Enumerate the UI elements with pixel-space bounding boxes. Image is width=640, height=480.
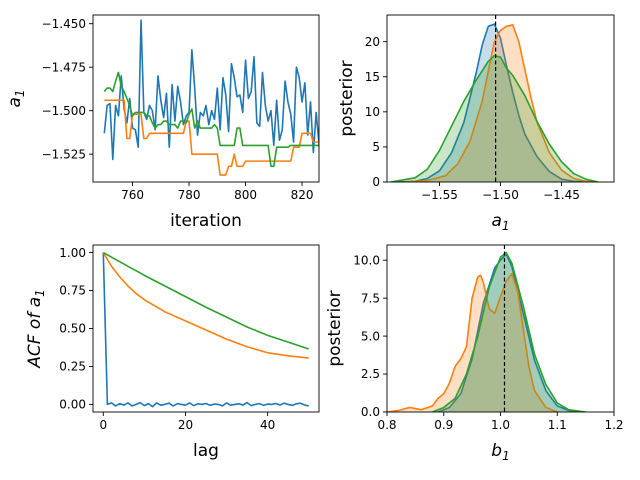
x-axis-label: iteration — [170, 211, 242, 231]
x-tick-label: 820 — [291, 188, 314, 202]
x-tick-label: 40 — [260, 418, 275, 432]
x-axis-label: b1 — [491, 441, 509, 463]
y-axis-label: ACF of a1 — [25, 289, 47, 369]
x-axis-label-base: b — [491, 441, 502, 461]
density-fill-c0 — [396, 24, 593, 182]
x-tick-label: 1.2 — [604, 418, 623, 432]
x-tick-label: 0.9 — [434, 418, 453, 432]
series-line-c1 — [402, 24, 599, 182]
y-axis-label: posterior — [325, 290, 345, 366]
density-fill-c2 — [432, 252, 586, 412]
x-tick-label: −1.50 — [482, 188, 519, 202]
x-tick-label: 780 — [178, 188, 201, 202]
density-fill-c1 — [387, 273, 558, 412]
y-tick-label: 5.0 — [361, 329, 380, 343]
chart-acf: 0 20 40 0.00 0.25 0.50 0.75 1.00 lag ACF of a1 — [25, 244, 320, 461]
series-line-c1 — [104, 99, 319, 176]
y-tick-label: 15 — [365, 70, 380, 84]
chart-trace: 760 780 800 820 −1.525 −1.500 −1.475 −1.450 iter… — [5, 14, 320, 231]
plot-area — [387, 245, 586, 412]
y-tick-label: −1.525 — [42, 147, 86, 161]
y-axis-label: posterior — [337, 60, 357, 136]
density-fill-c2 — [390, 55, 599, 182]
x-axis-label: lag — [193, 441, 219, 461]
x-axis-label-subscript: 1 — [502, 449, 510, 463]
x-tick-label: 0.8 — [377, 418, 396, 432]
y-tick-label: 0.50 — [59, 322, 86, 336]
x-tick-label: −1.55 — [421, 188, 458, 202]
x-tick-label: 1.0 — [491, 418, 510, 432]
plot-area — [102, 251, 309, 408]
y-axis-label: a1 — [5, 89, 27, 107]
y-tick-label: 20 — [365, 35, 380, 49]
series-line-c2 — [432, 251, 586, 412]
density-fill-c0 — [438, 254, 580, 412]
y-axis-label-subscript: 1 — [33, 289, 47, 297]
x-tick-label: 1.1 — [548, 418, 567, 432]
y-tick-label: 0.00 — [59, 398, 86, 412]
axes-frame — [92, 14, 320, 183]
y-tick-label: 7.5 — [361, 291, 380, 305]
x-tick-label: 760 — [121, 188, 144, 202]
y-tick-label: 0 — [372, 175, 380, 189]
series-line-c0 — [396, 23, 593, 182]
series-line-c0 — [102, 252, 309, 408]
x-axis-label-subscript: 1 — [502, 219, 510, 233]
chart-density_b1: 0.8 0.9 1.0 1.1 1.2 0.0 2.5 5.0 7.5 10.0 b1 posteri… — [325, 244, 624, 463]
y-axis-label-subscript: 1 — [13, 89, 27, 97]
plot-area — [103, 19, 319, 176]
x-axis-label-base: a — [491, 211, 501, 231]
x-tick-label: 20 — [178, 418, 193, 432]
x-tick-label: 800 — [234, 188, 257, 202]
y-tick-label: 10.0 — [353, 253, 380, 267]
series-line-c1 — [102, 252, 309, 359]
x-tick-label: −1.45 — [543, 188, 580, 202]
plot-area — [390, 15, 599, 182]
series-line-c2 — [102, 251, 309, 350]
y-tick-label: 5 — [372, 140, 380, 154]
y-tick-label: 0.75 — [59, 284, 86, 298]
y-tick-label: 0.0 — [361, 405, 380, 419]
chart-density_a1: −1.55 −1.50 −1.45 0 5 10 15 20 a1 posterior — [337, 14, 615, 233]
series-line-c2 — [390, 54, 599, 182]
y-tick-label: −1.450 — [42, 17, 86, 31]
series-line-c1 — [387, 273, 558, 412]
series-line-c0 — [103, 19, 319, 161]
axes-frame — [92, 244, 320, 413]
y-axis-label-base: ACF of a — [25, 297, 45, 369]
x-tick-label: 0 — [99, 418, 107, 432]
y-tick-label: 1.00 — [59, 246, 86, 260]
y-tick-label: 10 — [365, 105, 380, 119]
series-line-c2 — [103, 71, 319, 168]
y-tick-label: 2.5 — [361, 367, 380, 381]
x-axis-label: a1 — [491, 211, 509, 233]
y-tick-label: −1.475 — [42, 60, 86, 74]
density-fill-c1 — [402, 24, 599, 182]
y-tick-label: 0.25 — [59, 360, 86, 374]
y-tick-label: −1.500 — [42, 104, 86, 118]
y-axis-label-base: a — [5, 97, 25, 107]
